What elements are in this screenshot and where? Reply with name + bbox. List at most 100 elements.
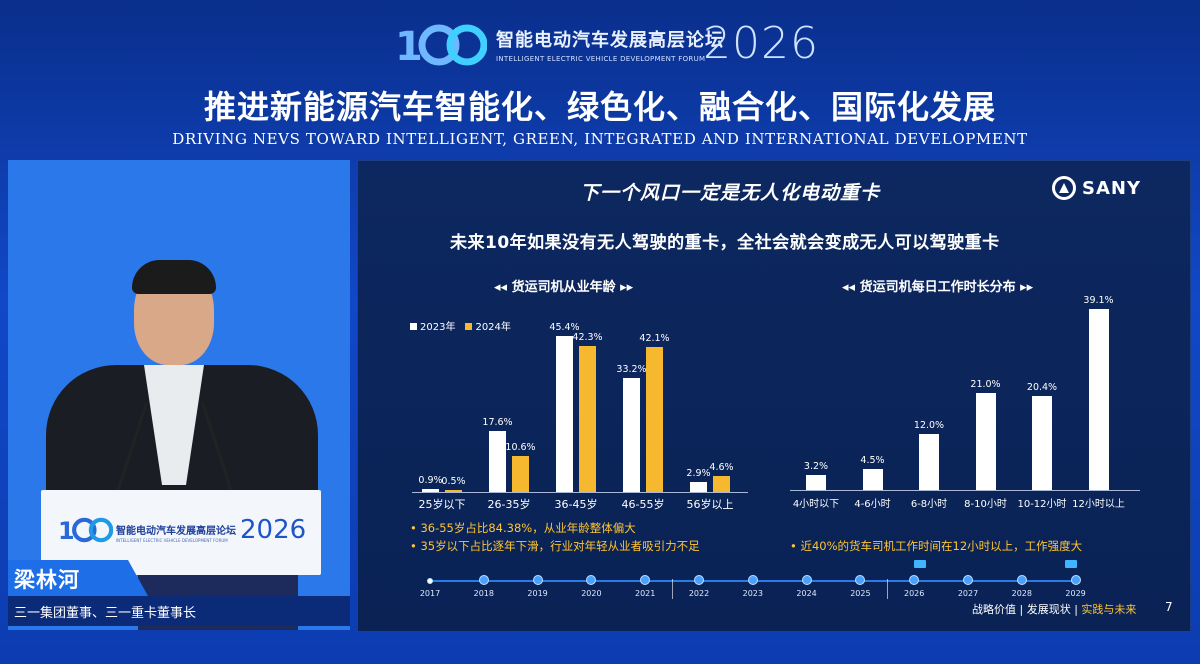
timeline-year: 2029 (1065, 589, 1086, 598)
data-label: 3.2% (803, 461, 829, 473)
timeline-year: 2026 (904, 589, 925, 598)
data-label: 20.4% (1026, 381, 1058, 393)
timeline-year: 2027 (957, 589, 979, 598)
sany-logo: SANY (1052, 176, 1141, 200)
svg-text:1: 1 (395, 24, 423, 68)
timeline-dot (747, 575, 758, 585)
page-title: 推进新能源汽车智能化、绿色化、融合化、国际化发展 (203, 88, 996, 126)
legend-item-2023: 2023年 (410, 318, 455, 333)
podium-year: 2026 (240, 515, 307, 545)
timeline-year: 2019 (527, 589, 548, 598)
timeline-dot (1070, 575, 1081, 585)
podium-logo-icon: 1 (58, 517, 113, 544)
forum-year: 2026 (703, 18, 819, 69)
left-chart-title: ◂◂ 货运司机从业年龄 ▸▸ (494, 280, 634, 295)
x-axis (790, 490, 1140, 491)
category-label: 46-55岁 (621, 498, 665, 511)
truck-icon (1064, 560, 1077, 568)
timeline-year: 2023 (742, 589, 763, 598)
speaker-role: 三一集团董事、三一重卡董事长 (14, 606, 197, 621)
note-left-1: 36-55岁占比84.38%，从业年龄整体偏大 (410, 520, 635, 536)
timeline-dot (909, 575, 920, 585)
category-label: 26-35岁 (487, 498, 531, 511)
timeline-year: 2024 (796, 589, 817, 598)
data-label: 21.0% (970, 378, 1001, 390)
podium-forum-cn: 智能电动汽车发展高层论坛 (116, 526, 236, 537)
timeline-dot (586, 575, 597, 585)
legend-item-2024: 2024年 (465, 318, 511, 333)
timeline-dot (640, 575, 651, 585)
bar (862, 469, 883, 490)
timeline-year: 2025 (850, 589, 871, 598)
forum-name-en: INTELLIGENT ELECTRIC VEHICLE DEVELOPMENT… (496, 55, 706, 63)
data-label: 10.6% (505, 441, 536, 453)
category-label: 4-6小时 (854, 499, 891, 510)
data-label: 42.1% (639, 333, 670, 345)
forum-logo-icon: 1 (395, 24, 487, 68)
bar-2024 (646, 347, 663, 492)
timeline-year: 2018 (473, 589, 494, 598)
bar (806, 475, 826, 490)
page-subtitle-en: DRIVING NEVS TOWARD INTELLIGENT, GREEN, … (172, 130, 1028, 148)
data-label: 0.9% (418, 474, 443, 486)
legend-swatch (410, 323, 417, 330)
category-label: 36-45岁 (554, 498, 598, 511)
data-label: 2.9% (686, 468, 711, 480)
data-label: 12.0% (913, 420, 945, 432)
forum-name-cn: 智能电动汽车发展高层论坛 (496, 30, 724, 51)
slide-subtitle: 未来10年如果没有无人驾驶的重卡，全社会就会变成无人可以驾驶重卡 (450, 233, 1000, 253)
timeline-divider (887, 579, 889, 599)
speaker-video: 1 智能电动汽车发展高层论坛 INTELLIGENT ELECTRIC VEHI… (8, 160, 350, 630)
timeline-year: 2021 (635, 589, 656, 598)
category-label: 8-10小时 (964, 499, 1007, 510)
bar-2023 (690, 482, 707, 492)
slide-title: 下一个风口一定是无人化电动重卡 (580, 182, 881, 204)
bar-2024 (713, 476, 730, 492)
bar-2024 (445, 490, 462, 492)
note-left-2: 35岁以下占比逐年下滑，行业对年轻从业者吸引力不足 (410, 538, 699, 554)
bar (975, 392, 996, 490)
footer-sections: 战略价值 | 发展现状 | (972, 603, 1082, 616)
timeline-year: 2028 (1011, 589, 1032, 598)
data-label: 39.1% (1083, 295, 1114, 306)
category-label: 56岁以上 (686, 498, 734, 511)
bar (1032, 395, 1052, 490)
right-chart-title: ◂◂ 货运司机每日工作时长分布 ▸▸ (842, 280, 1034, 295)
legend-label: 2024年 (475, 322, 511, 333)
data-label: 42.3% (572, 332, 603, 344)
timeline-dot (427, 578, 433, 584)
sany-wordmark: SANY (1082, 177, 1141, 199)
bar-2023 (422, 488, 439, 492)
data-label: 17.6% (482, 417, 513, 429)
slide-footer-nav: 战略价值 | 发展现状 | 实践与未来 (972, 601, 1136, 617)
category-label: 12小时以上 (1072, 499, 1125, 510)
footer-current-section: 实践与未来 (1081, 603, 1137, 616)
category-label: 4小时以下 (792, 499, 840, 510)
note-right-1: 近40%的货车司机工作时间在12小时以上，工作强度大 (790, 538, 1082, 554)
page-number: 7 (1165, 600, 1173, 614)
timeline-year: 2020 (581, 589, 602, 598)
speaker-name: 梁林河 (14, 568, 80, 592)
chart-legend: 2023年 2024年 (410, 318, 511, 333)
truck-icon (914, 560, 927, 568)
timeline-dot (855, 575, 866, 585)
data-label: 0.5% (441, 476, 466, 487)
timeline-dot (963, 575, 973, 585)
bar-2024 (512, 455, 529, 492)
timeline-year: 2017 (419, 589, 441, 598)
x-axis (412, 492, 748, 493)
speaker-hair (132, 260, 216, 294)
bar-2023 (623, 377, 640, 492)
timeline-divider (672, 579, 674, 599)
timeline-dot (1016, 575, 1027, 585)
svg-text:1: 1 (58, 517, 75, 544)
data-label: 4.5% (860, 455, 885, 467)
name-banner (8, 560, 128, 596)
timeline-dot (694, 575, 704, 585)
category-label: 25岁以下 (418, 498, 466, 511)
legend-swatch (465, 323, 473, 330)
sany-emblem-icon (1052, 176, 1076, 200)
data-label: 33.2% (616, 363, 647, 375)
data-label: 45.4% (549, 321, 580, 333)
bar (919, 434, 939, 490)
